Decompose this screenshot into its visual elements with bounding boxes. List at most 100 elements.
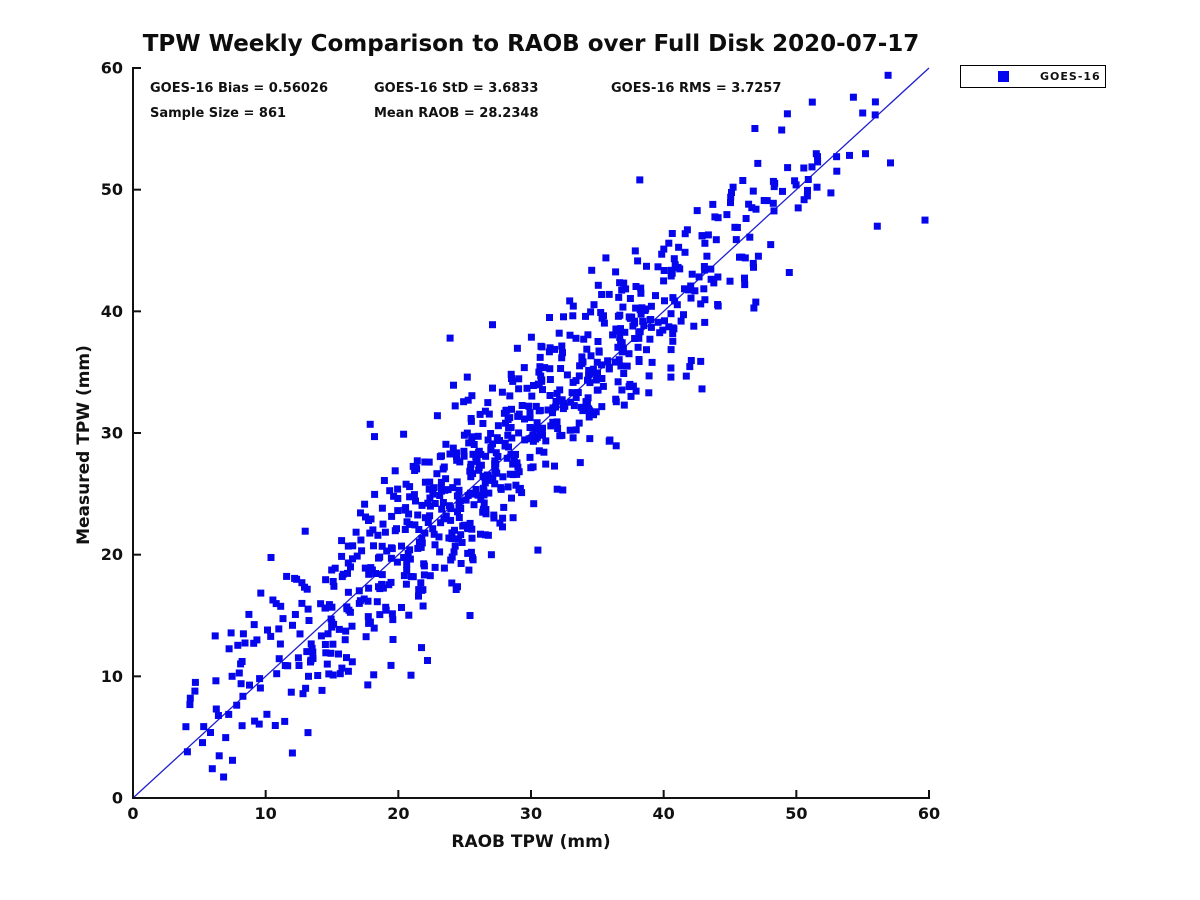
- data-point: [349, 542, 357, 550]
- data-point: [665, 323, 673, 331]
- data-point: [324, 630, 332, 638]
- data-point: [454, 535, 462, 543]
- data-point: [365, 570, 373, 578]
- data-point: [670, 325, 678, 333]
- data-point: [410, 491, 418, 499]
- data-point: [559, 486, 567, 494]
- data-point: [572, 334, 580, 342]
- data-point: [647, 316, 655, 323]
- data-point: [309, 648, 317, 656]
- x-tick-label: 40: [653, 804, 675, 823]
- data-point: [642, 305, 650, 313]
- data-point: [361, 500, 369, 508]
- data-point: [542, 460, 550, 468]
- data-point: [250, 639, 258, 647]
- data-point: [412, 497, 419, 505]
- data-point: [682, 372, 690, 380]
- data-point: [234, 641, 242, 649]
- data-point: [632, 387, 640, 395]
- data-point: [485, 410, 493, 418]
- data-point: [329, 640, 337, 648]
- data-point: [560, 313, 567, 321]
- data-point: [438, 452, 445, 460]
- data-point: [506, 392, 514, 400]
- data-point: [512, 481, 520, 489]
- data-point: [534, 546, 542, 554]
- data-point: [568, 389, 576, 397]
- data-point: [246, 681, 253, 689]
- data-point: [569, 312, 577, 320]
- data-point: [402, 504, 410, 512]
- data-point: [594, 369, 601, 377]
- data-point: [669, 330, 677, 338]
- data-point: [731, 223, 739, 231]
- data-point: [754, 159, 762, 167]
- data-point: [309, 655, 317, 662]
- data-point: [464, 396, 472, 404]
- data-point: [372, 570, 380, 577]
- data-point: [738, 253, 746, 261]
- data-point: [553, 418, 561, 426]
- data-point: [267, 632, 275, 640]
- data-point: [466, 467, 474, 475]
- legend-box: GOES-16: [960, 65, 1106, 88]
- data-point: [669, 337, 677, 345]
- data-point: [693, 207, 701, 215]
- data-point: [383, 547, 391, 555]
- data-point: [505, 424, 513, 432]
- data-point: [514, 463, 522, 471]
- data-point: [453, 449, 460, 457]
- data-point: [533, 419, 541, 427]
- data-point: [584, 331, 592, 339]
- data-point: [660, 245, 668, 253]
- data-point: [398, 542, 405, 550]
- data-point: [804, 186, 811, 194]
- x-tick-label: 60: [918, 804, 940, 823]
- data-point: [335, 625, 343, 633]
- data-point: [599, 382, 607, 390]
- data-point: [480, 472, 488, 480]
- data-point: [186, 694, 194, 702]
- data-point: [489, 474, 497, 482]
- data-point: [566, 331, 574, 339]
- data-point: [431, 563, 439, 571]
- data-point: [558, 396, 566, 404]
- data-point: [414, 511, 422, 519]
- data-point: [283, 572, 291, 580]
- data-point: [518, 402, 526, 409]
- data-point: [652, 292, 659, 300]
- y-tick-label: 50: [101, 180, 123, 199]
- data-point: [389, 636, 397, 643]
- data-point: [741, 281, 749, 289]
- data-point: [726, 277, 734, 285]
- data-point: [618, 286, 626, 294]
- data-point: [291, 611, 299, 618]
- data-point: [294, 654, 302, 662]
- data-point: [413, 457, 421, 465]
- data-point: [346, 608, 354, 616]
- data-point: [303, 648, 311, 656]
- data-point: [357, 509, 364, 517]
- data-point: [329, 578, 337, 585]
- stat-bias: GOES-16 Bias = 0.56026: [150, 81, 329, 96]
- data-point: [388, 512, 396, 520]
- data-point: [191, 687, 199, 695]
- data-point: [468, 433, 476, 441]
- data-point: [330, 582, 338, 590]
- data-point: [418, 535, 426, 542]
- data-point: [619, 344, 627, 352]
- data-point: [407, 671, 415, 679]
- data-point: [303, 585, 311, 593]
- data-point: [494, 453, 502, 460]
- data-point: [769, 177, 777, 185]
- data-point: [487, 430, 495, 437]
- data-point: [513, 344, 521, 352]
- data-point: [654, 318, 662, 326]
- data-point: [884, 71, 892, 79]
- data-point: [526, 453, 534, 461]
- data-point: [228, 672, 236, 680]
- data-point: [207, 729, 214, 736]
- data-point: [814, 158, 822, 166]
- data-point: [808, 98, 816, 106]
- data-point: [499, 473, 507, 481]
